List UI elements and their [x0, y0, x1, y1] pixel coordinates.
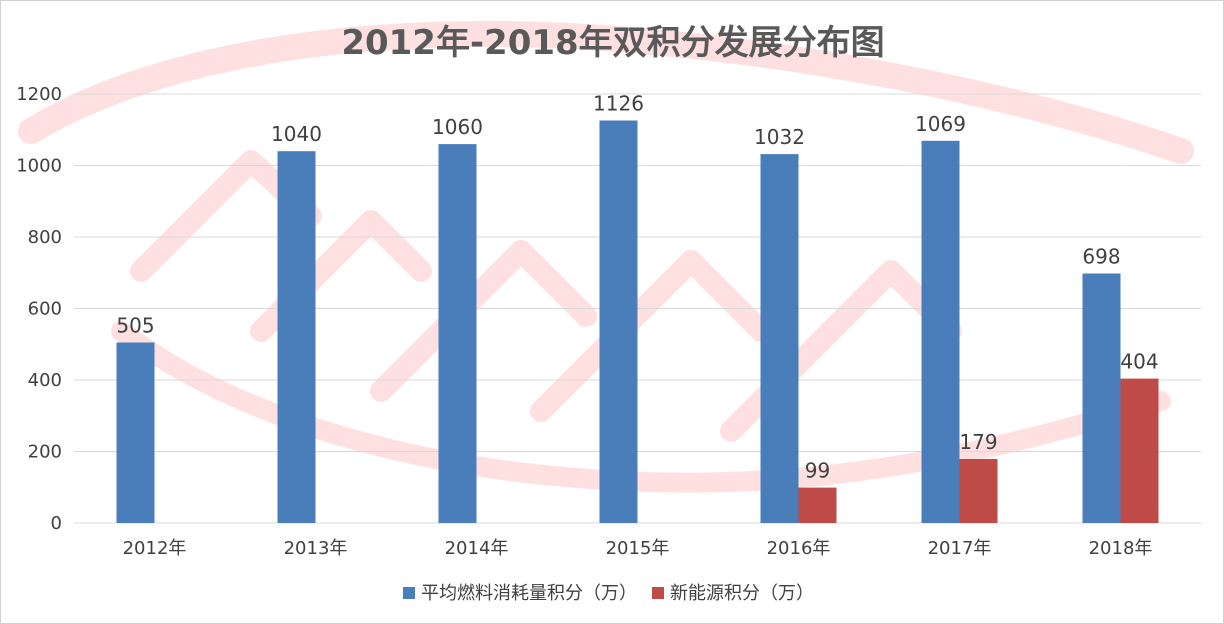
y-axis-labels: 0 200 400 600 800 1000 1200 [16, 84, 62, 534]
data-label-1-4: 99 [805, 459, 830, 483]
bars-group [116, 120, 1159, 524]
y-tick-label-0: 0 [51, 513, 62, 534]
y-tick-label-4: 800 [28, 227, 62, 248]
data-label-0-3: 1126 [593, 92, 644, 116]
data-label-0-4: 1032 [754, 125, 805, 149]
data-label-0-1: 1040 [271, 122, 322, 146]
bar-0-5 [921, 140, 960, 524]
y-tick-label-6: 1200 [16, 84, 62, 105]
x-category-label-2: 2014年 [445, 538, 509, 559]
legend-label-nev: 新能源积分（万） [670, 583, 814, 604]
bar-0-2 [438, 144, 477, 523]
x-category-label-3: 2015年 [606, 538, 670, 559]
x-axis-labels: 2012年 2013年 2014年 2015年 2016年 2017年 2018… [123, 538, 1153, 559]
x-category-label-1: 2013年 [284, 538, 348, 559]
x-category-label-0: 2012年 [123, 538, 187, 559]
data-label-0-6: 698 [1082, 245, 1120, 269]
legend-swatch-fuel [403, 587, 415, 599]
data-label-1-6: 404 [1120, 350, 1158, 374]
bar-1-6 [1120, 378, 1159, 523]
y-tick-label-3: 600 [28, 299, 62, 320]
bar-1-4 [798, 487, 837, 523]
x-category-label-4: 2016年 [767, 538, 831, 559]
legend-swatch-nev [652, 587, 664, 599]
bar-0-1 [277, 151, 316, 523]
legend: 平均燃料消耗量积分（万） 新能源积分（万） [403, 583, 814, 604]
data-labels-group: 505 1040 1060 1126 1032 1069 698 99 179 404 [116, 92, 1158, 483]
data-label-0-0: 505 [116, 314, 154, 338]
bar-0-4 [760, 154, 799, 523]
legend-label-fuel: 平均燃料消耗量积分（万） [421, 583, 637, 604]
bar-0-0 [116, 342, 155, 523]
x-category-label-5: 2017年 [928, 538, 992, 559]
data-label-1-5: 179 [959, 430, 997, 454]
y-tick-label-1: 200 [28, 442, 62, 463]
y-tick-label-5: 1000 [16, 156, 62, 177]
x-category-label-6: 2018年 [1089, 538, 1153, 559]
y-tick-label-2: 400 [28, 370, 62, 391]
bar-1-5 [959, 459, 998, 523]
data-label-0-2: 1060 [432, 115, 483, 139]
chart-title: 2012年-2018年双积分发展分布图 [341, 23, 884, 63]
data-label-0-5: 1069 [915, 112, 966, 136]
bar-0-6 [1082, 273, 1121, 523]
bar-0-3 [599, 120, 638, 523]
